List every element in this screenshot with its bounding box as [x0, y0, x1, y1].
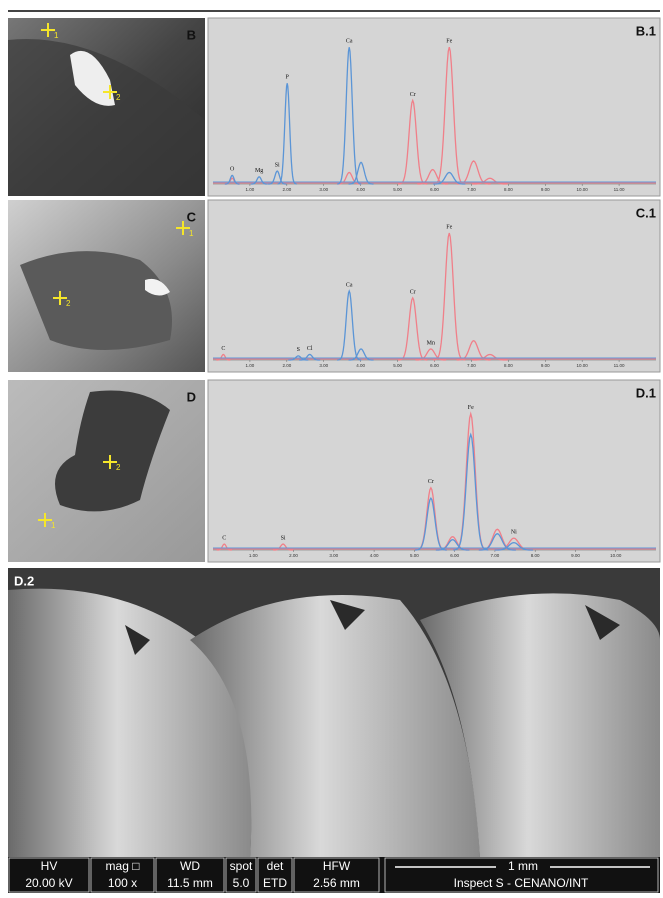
scale-label: 1 mm [508, 859, 538, 873]
x-tick-label: 9.00 [541, 187, 550, 192]
x-tick-label: 2.00 [289, 553, 298, 558]
peak-label: Mg [255, 168, 263, 174]
peak-label: Ca [346, 39, 353, 45]
spectrum-label: D.1 [636, 385, 656, 400]
x-tick-label: 10.00 [610, 553, 622, 558]
info-header: mag □ [106, 859, 140, 873]
x-tick-label: 10.00 [577, 363, 589, 368]
peak-label: O [230, 167, 235, 173]
x-tick-label: 3.00 [319, 363, 328, 368]
marker-label: 2 [116, 93, 121, 102]
x-tick-label: 11.00 [614, 187, 625, 192]
peak-label: Fe [446, 39, 452, 45]
x-tick-label: 5.00 [393, 187, 402, 192]
x-tick-label: 2.00 [282, 363, 291, 368]
figure: B 1 2 1.00 2.00 3.00 4.00 5.00 6.00 7.00 8.00 9.00 1… [0, 0, 663, 893]
peak-label: Si [281, 535, 286, 541]
peak-label: Ca [346, 282, 353, 288]
x-tick-label: 6.00 [450, 553, 459, 558]
x-tick-label: 9.00 [541, 363, 550, 368]
panel-label: D [187, 389, 196, 404]
info-value: 5.0 [233, 876, 250, 890]
panel-label: B [187, 27, 196, 42]
peak-label: S [297, 347, 300, 353]
info-header: spot [230, 859, 253, 873]
info-header: HFW [323, 859, 351, 873]
info-value: 11.5 mm [167, 876, 213, 890]
marker-label: 2 [116, 463, 121, 472]
peak-label: Cr [410, 92, 416, 98]
x-tick-label: 5.00 [393, 363, 402, 368]
x-tick-label: 8.00 [504, 363, 513, 368]
info-value: 100 x [108, 876, 137, 890]
x-tick-label: 1.00 [246, 187, 255, 192]
x-tick-label: 6.00 [430, 187, 439, 192]
x-tick-label: 3.00 [319, 187, 328, 192]
x-tick-label: 9.00 [571, 553, 580, 558]
x-tick-label: 1.00 [246, 363, 255, 368]
x-tick-label: 10.00 [577, 187, 589, 192]
peak-label: Cr [410, 289, 416, 295]
x-tick-label: 4.00 [356, 363, 365, 368]
spectrum-bg [208, 18, 660, 196]
x-tick-label: 2.00 [282, 187, 291, 192]
peak-label: Si [275, 162, 280, 168]
info-header: WD [180, 859, 200, 873]
peak-label: Cl [307, 346, 313, 352]
peak-label: Fe [468, 405, 474, 411]
x-tick-label: 3.00 [329, 553, 338, 558]
peak-label: C [222, 535, 226, 541]
x-tick-label: 4.00 [370, 553, 379, 558]
x-tick-label: 8.00 [504, 187, 513, 192]
info-value: ETD [263, 876, 287, 890]
x-tick-label: 7.00 [467, 187, 476, 192]
info-footer: Inspect S - CENANO/INT [454, 876, 589, 890]
info-value: 2.56 mm [313, 876, 360, 890]
spectrum-label: C.1 [636, 205, 656, 220]
peak-label: Mn [427, 340, 435, 346]
overview-label: D.2 [14, 573, 34, 588]
marker-label: 1 [189, 229, 194, 238]
x-tick-label: 5.00 [410, 553, 419, 558]
x-tick-label: 11.00 [614, 363, 625, 368]
peak-label: Fe [446, 224, 452, 230]
x-tick-label: 1.00 [249, 553, 258, 558]
peak-label: Cr [428, 479, 434, 485]
panel-label: C [187, 209, 197, 224]
peak-label: C [221, 346, 225, 352]
marker-label: 2 [66, 299, 71, 308]
x-tick-label: 7.00 [491, 553, 500, 558]
x-tick-label: 8.00 [531, 553, 540, 558]
info-header: HV [41, 859, 58, 873]
info-header: det [267, 859, 284, 873]
marker-label: 1 [54, 31, 59, 40]
info-value: 20.00 kV [25, 876, 72, 890]
spectrum-label: B.1 [636, 23, 656, 38]
peak-label: Ni [511, 530, 517, 536]
x-tick-label: 6.00 [430, 363, 439, 368]
x-tick-label: 4.00 [356, 187, 365, 192]
marker-label: 1 [51, 521, 56, 530]
x-tick-label: 7.00 [467, 363, 476, 368]
spectrum-bg [208, 380, 660, 562]
